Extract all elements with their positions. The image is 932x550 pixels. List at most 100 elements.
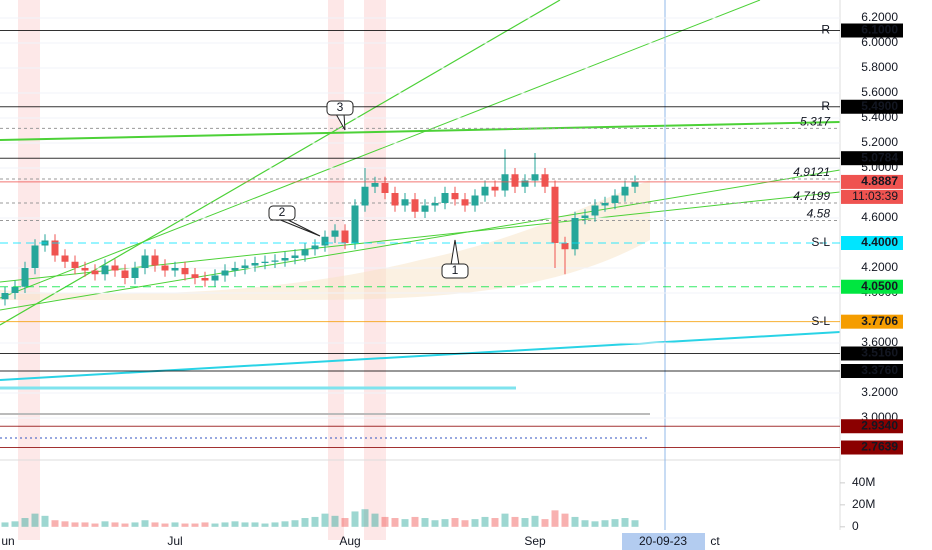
price-badge-label: 4.4000 — [861, 235, 898, 249]
volume-bar — [1, 522, 9, 527]
callout-pointer — [277, 218, 321, 237]
volume-bar — [201, 522, 209, 527]
price-badge-label: 2.7639 — [861, 440, 898, 454]
volume-bar — [41, 515, 49, 527]
volume-bar — [321, 513, 329, 527]
candle-body — [361, 186, 369, 206]
volume-bar — [11, 521, 19, 527]
x-tick-label: ct — [710, 534, 720, 548]
price-badge-label: 4.0500 — [861, 279, 898, 293]
y-tick-label: 6.2000 — [861, 10, 898, 24]
candle-body — [281, 258, 289, 261]
price-badge-label: 3.7706 — [861, 314, 898, 328]
candle-body — [491, 186, 499, 191]
volume-bar — [21, 518, 29, 527]
trend-line — [0, 331, 841, 381]
candle-body — [431, 203, 439, 206]
y-tick-label: 6.0000 — [861, 35, 898, 49]
volume-tick-label: 0 — [852, 519, 859, 533]
candle-body — [101, 265, 109, 275]
y-tick-label: 5.6000 — [861, 85, 898, 99]
candle-body — [261, 261, 269, 263]
candle-body — [241, 265, 249, 268]
candle-body — [341, 230, 349, 243]
candle-body — [321, 236, 329, 246]
volume-bar — [391, 518, 399, 527]
volume-bar — [271, 522, 279, 527]
volume-bar — [231, 521, 239, 527]
volume-bar — [281, 521, 289, 527]
cloud — [0, 180, 650, 300]
callout-pointer — [450, 239, 460, 266]
candle-body — [591, 205, 599, 216]
candle-body — [601, 203, 609, 206]
candle-body — [551, 186, 559, 243]
price-badge-label: 3.5160 — [861, 346, 898, 360]
volume-bar — [191, 523, 199, 527]
volume-bar — [531, 515, 539, 527]
volume-bar — [61, 521, 69, 527]
volume-bar — [621, 518, 629, 527]
level-tag: R — [821, 99, 830, 113]
price-badge — [841, 99, 903, 114]
volume-bar — [251, 522, 259, 527]
price-badge — [841, 174, 903, 189]
volume-bar — [121, 523, 129, 527]
candle-body — [91, 270, 99, 275]
volume-bar — [411, 516, 419, 527]
candle-body — [571, 218, 579, 250]
volume-bar — [81, 522, 89, 527]
level-label: 4.58 — [807, 207, 831, 221]
volume-bar — [631, 520, 639, 527]
volume-bar — [601, 520, 609, 527]
candle-body — [461, 199, 469, 206]
volume-bar — [171, 522, 179, 527]
candle-body — [11, 286, 19, 293]
candle-body — [201, 278, 209, 281]
candle-body — [371, 183, 379, 187]
price-badge-label: 2.9340 — [861, 418, 898, 432]
volume-bar — [541, 519, 549, 527]
candle-body — [311, 245, 319, 250]
volume-bar — [211, 523, 219, 527]
price-badge — [841, 151, 903, 166]
volume-bar — [101, 521, 109, 527]
volume-bar — [221, 522, 229, 527]
candle-body — [121, 270, 129, 278]
candle-body — [211, 275, 219, 281]
candle-body — [301, 249, 309, 256]
x-tick-label: Aug — [339, 534, 360, 548]
candle-body — [51, 240, 59, 256]
volume-tick-label: 40M — [852, 475, 875, 489]
price-badge — [841, 364, 903, 378]
volume-bar — [471, 519, 479, 527]
volume-bar — [91, 523, 99, 527]
candle-body — [61, 255, 69, 262]
volume-bar — [71, 522, 79, 527]
candle-body — [621, 186, 629, 196]
volume-bar — [591, 521, 599, 527]
volume-bar — [131, 522, 139, 527]
candle-body — [31, 245, 39, 268]
level-tag: S-L — [811, 235, 830, 249]
price-badge-label: 6.1000 — [861, 23, 898, 37]
price-badge — [841, 236, 903, 250]
callout-box — [326, 100, 354, 116]
volume-bar — [581, 520, 589, 527]
volume-bar — [151, 522, 159, 527]
volume-bar — [181, 523, 189, 527]
volume-bar — [481, 516, 489, 527]
candle-body — [191, 274, 199, 278]
countdown: 11:03:39 — [852, 189, 898, 203]
volume-bar — [461, 520, 469, 527]
price-badge-label: 4.8887 — [861, 174, 898, 188]
candle-body — [441, 193, 449, 203]
volume-bar — [51, 520, 59, 527]
candle-body — [331, 230, 339, 237]
volume-bar — [291, 520, 299, 527]
candle-body — [131, 268, 139, 278]
y-tick-label: 5.8000 — [861, 60, 898, 74]
price-badge — [841, 440, 903, 455]
candle-body — [391, 193, 399, 206]
